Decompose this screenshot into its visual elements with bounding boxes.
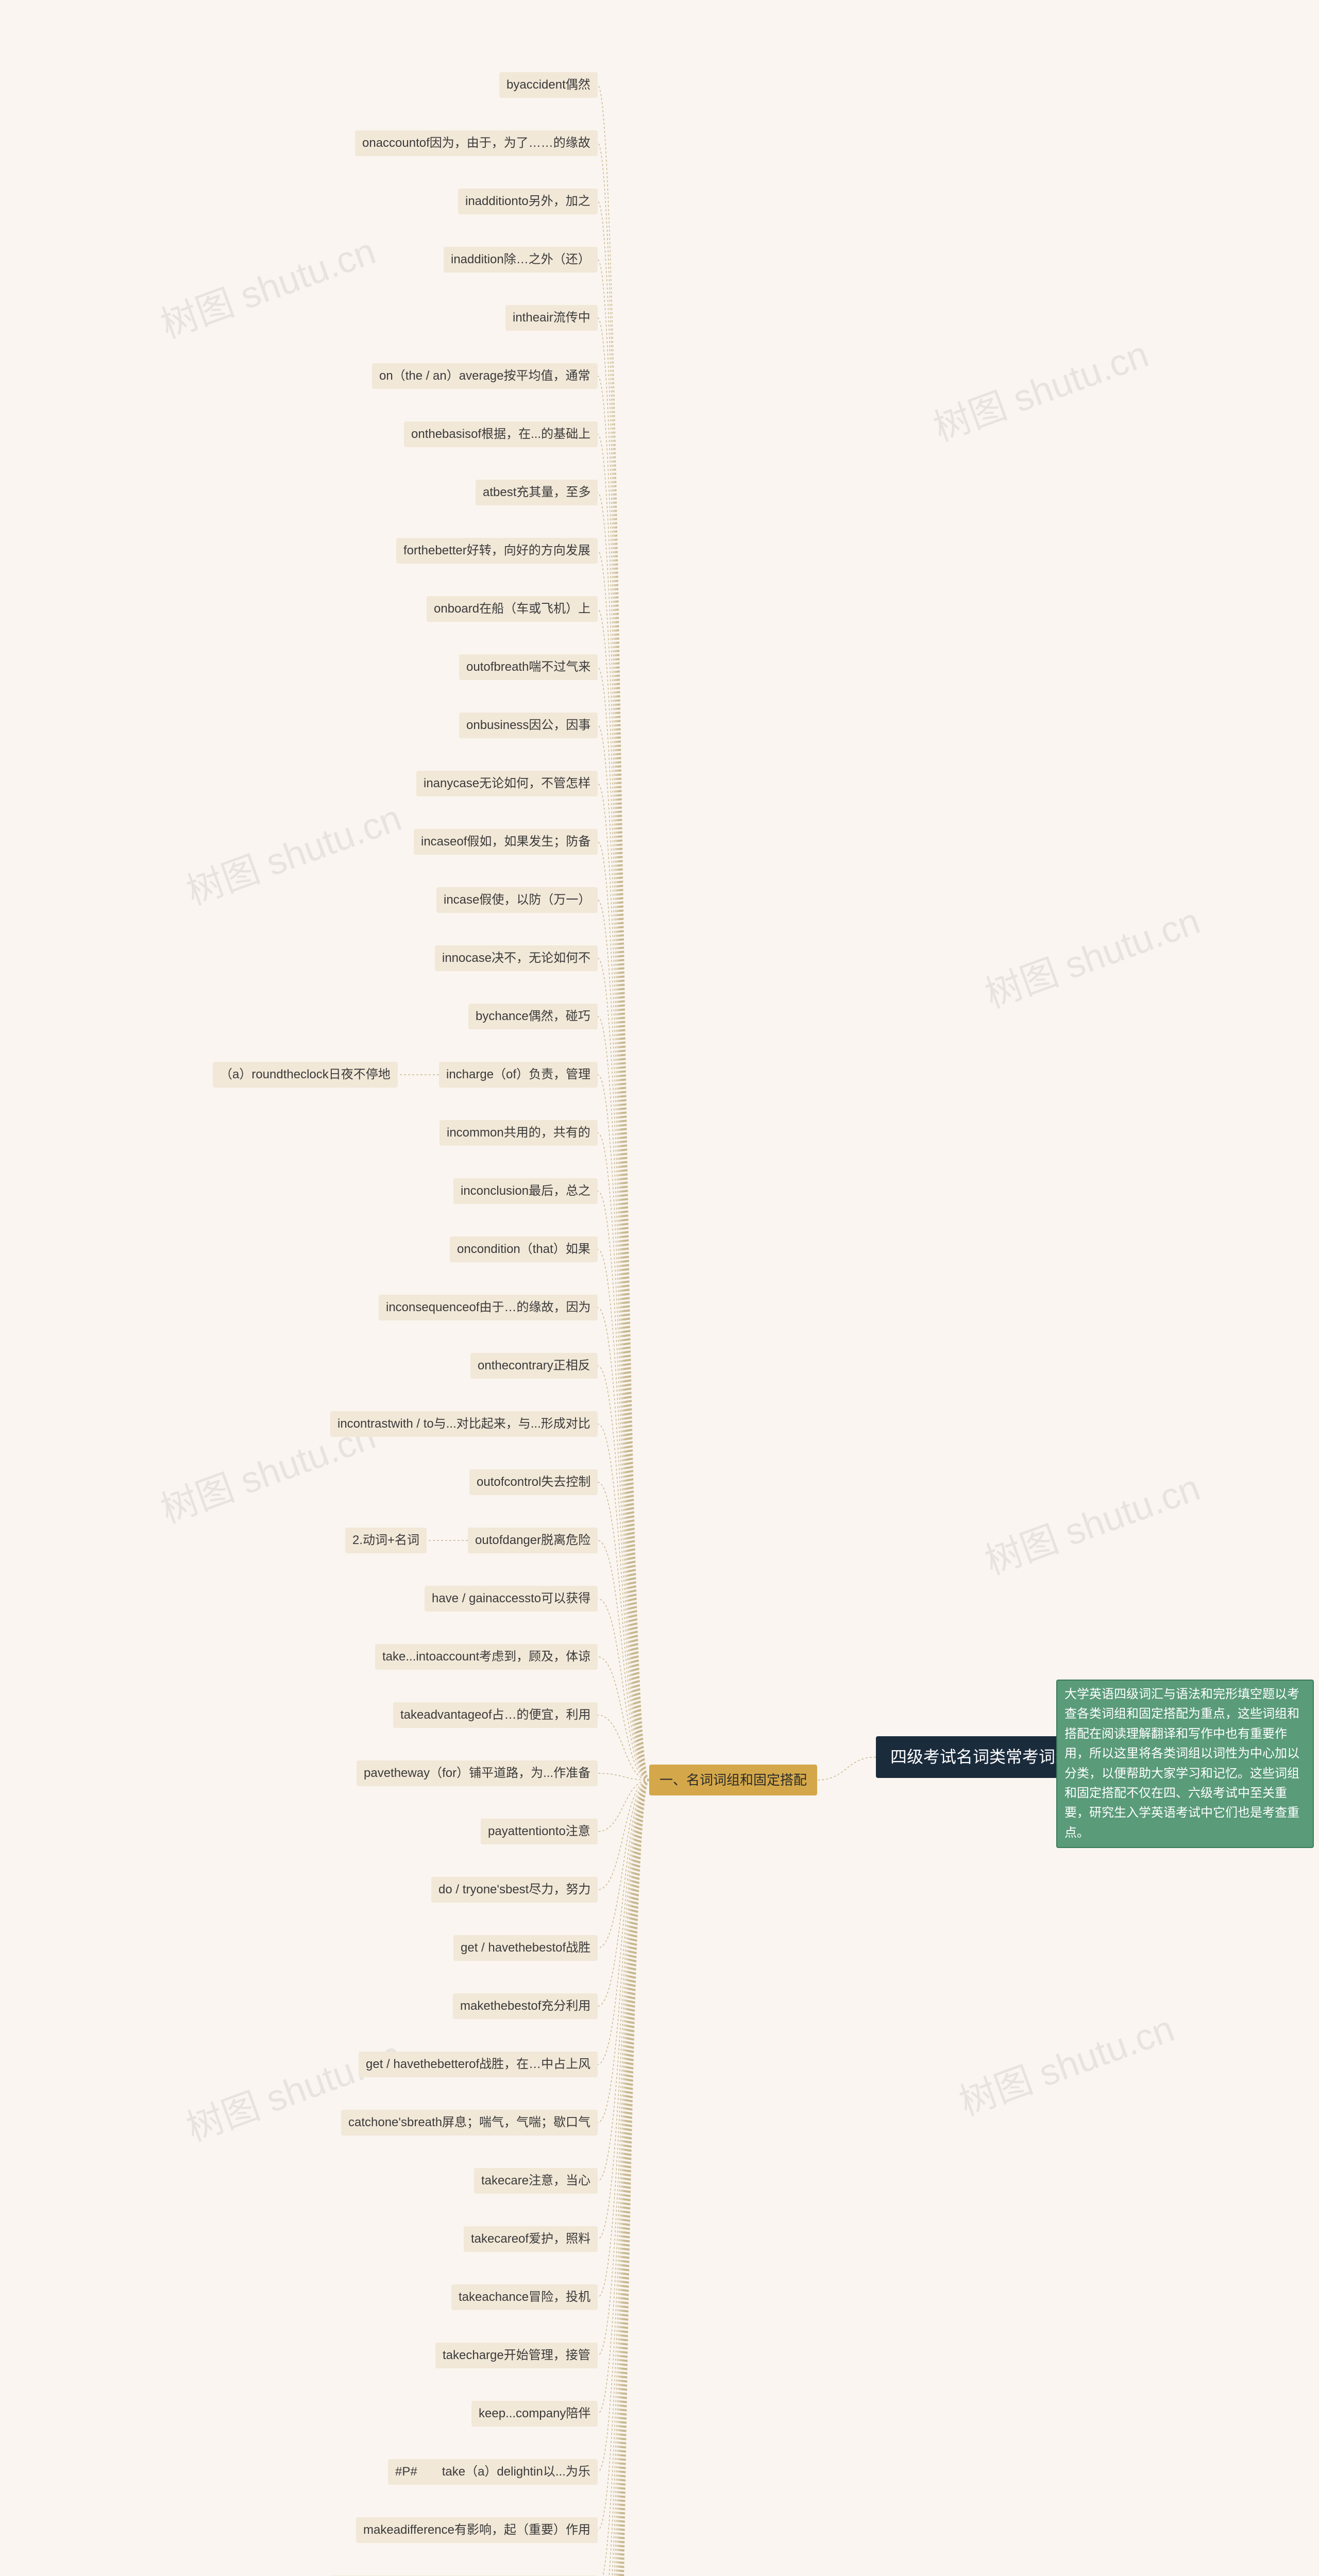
leaf-node[interactable]: onthecontrary正相反 xyxy=(470,1353,598,1379)
leaf-node[interactable]: makethebestof充分利用 xyxy=(453,1993,598,2019)
leaf-node[interactable]: inaddition除…之外（还） xyxy=(444,247,598,273)
leaf-node[interactable]: intheair流传中 xyxy=(505,305,598,331)
leaf-node[interactable]: onboard在船（车或飞机）上 xyxy=(427,596,598,622)
leaf-node[interactable]: onbusiness因公，因事 xyxy=(459,713,598,738)
leaf-node[interactable]: onthebasisof根据，在...的基础上 xyxy=(404,421,598,447)
leaf-node[interactable]: inconclusion最后，总之 xyxy=(453,1178,598,1204)
leaf-node[interactable]: forthebetter好转，向好的方向发展 xyxy=(396,538,598,564)
watermark: 树图 shutu.cn xyxy=(976,1458,1206,1585)
leaf-node[interactable]: catchone'sbreath屏息；喘气，气喘；歇口气 xyxy=(341,2110,598,2136)
leaf-node[interactable]: takecare注意，当心 xyxy=(474,2168,598,2194)
watermark: 树图 shutu.cn xyxy=(951,1998,1180,2126)
leaf-node[interactable]: incharge（of）负责，管理 xyxy=(439,1062,598,1088)
leaf-node[interactable]: get / havethebetterof战胜，在…中占上风 xyxy=(359,2052,598,2077)
leaf-node[interactable]: payattentionto注意 xyxy=(481,1819,598,1844)
leaf-node[interactable]: keep...company陪伴 xyxy=(471,2401,598,2427)
leaf-node[interactable]: incommon共用的，共有的 xyxy=(439,1120,598,1146)
leaf-node[interactable]: takeachance冒险，投机 xyxy=(451,2284,598,2310)
section-node[interactable]: 一、名词词组和固定搭配 xyxy=(649,1765,817,1795)
leaf-node[interactable]: take...intoaccount考虑到，顾及，体谅 xyxy=(375,1644,598,1670)
leaf-node[interactable]: byaccident偶然 xyxy=(499,72,598,98)
leaf-node[interactable]: incontrastwith / to与...对比起来，与...形成对比 xyxy=(330,1411,598,1437)
leaf-node[interactable]: bychance偶然，碰巧 xyxy=(468,1004,598,1029)
leaf-node[interactable]: inanycase无论如何，不管怎样 xyxy=(416,771,598,796)
leaf-node[interactable]: incaseof假如，如果发生；防备 xyxy=(414,829,598,855)
leaf-node[interactable]: makeadifference有影响，起（重要）作用 xyxy=(356,2517,598,2543)
leaf-node[interactable]: outofbreath喘不过气来 xyxy=(459,654,598,680)
annotation-node: （a）roundtheclock日夜不停地 xyxy=(213,1062,398,1088)
leaf-node[interactable]: get / havethebestof战胜 xyxy=(453,1935,598,1961)
leaf-node[interactable]: have / gainaccessto可以获得 xyxy=(425,1586,598,1612)
leaf-node[interactable]: innocase决不，无论如何不 xyxy=(435,945,598,971)
leaf-node[interactable]: outofcontrol失去控制 xyxy=(469,1469,598,1495)
connector-layer xyxy=(0,0,1319,2576)
leaf-node[interactable]: atbest充其量，至多 xyxy=(476,480,598,505)
leaf-node[interactable]: oncondition（that）如果 xyxy=(450,1236,598,1262)
leaf-node[interactable]: takecharge开始管理，接管 xyxy=(435,2343,598,2368)
leaf-node[interactable]: #P# take（a）delightin以...为乐 xyxy=(388,2459,598,2485)
leaf-node[interactable]: on（the / an）average按平均值，通常 xyxy=(372,363,598,389)
leaf-node[interactable]: incase假使，以防（万一） xyxy=(436,887,598,913)
leaf-node[interactable]: inadditionto另外，加之 xyxy=(458,189,598,214)
watermark: 树图 shutu.cn xyxy=(178,788,408,916)
leaf-node[interactable]: pavetheway（for）铺平道路，为...作准备 xyxy=(357,1760,598,1786)
watermark: 树图 shutu.cn xyxy=(976,891,1206,1019)
leaf-node[interactable]: takecareof爱护，照料 xyxy=(464,2226,598,2252)
root-node[interactable]: 四级考试名词类常考词组 xyxy=(876,1736,1086,1778)
watermark: 树图 shutu.cn xyxy=(152,221,382,349)
leaf-node[interactable]: inconsequenceof由于…的缘故，因为 xyxy=(379,1295,598,1320)
leaf-node[interactable]: outofdanger脱离危险 xyxy=(468,1528,598,1553)
group-annotation: 2.动词+名词 xyxy=(345,1528,427,1553)
description-node: 大学英语四级词汇与语法和完形填空题以考查各类词组和固定搭配为重点，这些词组和搭配… xyxy=(1056,1680,1314,1848)
leaf-node[interactable]: do / tryone'sbest尽力，努力 xyxy=(431,1877,598,1903)
leaf-node[interactable]: takeadvantageof占…的便宜，利用 xyxy=(393,1702,598,1728)
mindmap-canvas: 树图 shutu.cn 树图 shutu.cn 树图 shutu.cn 树图 shut… xyxy=(0,0,1319,2576)
watermark: 树图 shutu.cn xyxy=(925,324,1155,452)
leaf-node[interactable]: onaccountof因为，由于，为了……的缘故 xyxy=(355,130,598,156)
